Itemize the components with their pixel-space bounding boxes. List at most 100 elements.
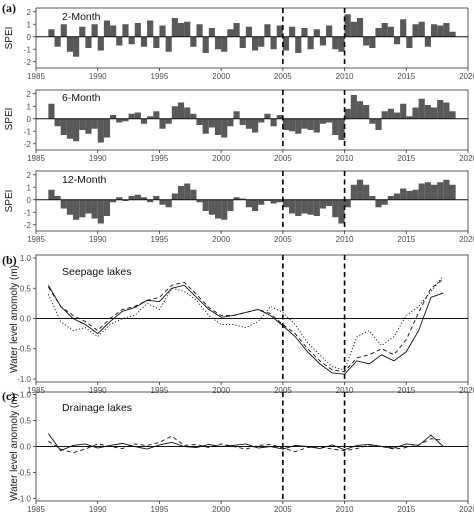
spei-bar [443, 102, 450, 119]
x-tick-label: 1985 [27, 72, 45, 81]
x-tick-label: 2010 [336, 72, 354, 81]
spei-bar [116, 118, 123, 123]
spei-bar [412, 107, 419, 119]
spei-bar [313, 199, 320, 216]
spei-bar [332, 36, 339, 50]
spei-bar [227, 199, 234, 211]
spei-bar [301, 199, 308, 214]
spei-bar [196, 199, 203, 203]
spei-bar [171, 193, 178, 200]
x-tick-label: 1985 [27, 235, 45, 244]
spei-bar [449, 184, 456, 200]
plot-frame [35, 170, 469, 232]
spei-bar [184, 107, 191, 119]
y-tick-label: 0.0 [20, 315, 32, 324]
spei-bar [344, 14, 351, 37]
spei-bar [140, 197, 148, 200]
spei-bar [264, 113, 271, 119]
spei-bar [159, 118, 166, 129]
y-tick-label: 2 [27, 171, 32, 180]
spei-bar [97, 36, 104, 51]
spei-bar [289, 118, 296, 132]
spei-bar [196, 118, 203, 125]
x-tick-label: 2015 [397, 235, 415, 244]
spei-bar [91, 24, 98, 37]
y-axis-label: Water level anomoly (m) [9, 265, 20, 373]
spei-bar [202, 118, 209, 134]
spei-bar [252, 199, 259, 211]
spei-bar [375, 118, 382, 130]
spei-bar [97, 118, 104, 143]
spei-bar [252, 118, 259, 133]
y-tick-label: 1 [27, 102, 32, 111]
spei-bar [437, 25, 444, 37]
y-tick-label: -1 [24, 127, 32, 136]
x-tick-label: 2010 [336, 235, 354, 244]
spei-bar [406, 36, 413, 48]
y-tick-label: 0 [27, 33, 32, 42]
spei-bar [437, 100, 444, 119]
spei-bar [159, 199, 166, 205]
panel-title: 6-Month [62, 92, 101, 104]
spei-bar [177, 186, 185, 200]
spei-bar [319, 199, 327, 209]
spei-bar [233, 111, 240, 119]
x-tick-label: 1985 [27, 386, 45, 395]
y-axis-label: SPEI [4, 190, 15, 213]
y-tick-label: 0 [27, 115, 32, 124]
spei-bar [295, 199, 302, 216]
spei-bar [239, 118, 246, 125]
y-axis-label: SPEI [4, 108, 15, 131]
spei-bar [110, 25, 117, 37]
x-tick-label: 2015 [397, 505, 415, 513]
x-tick-label: 2005 [274, 154, 292, 163]
y-tick-label: -1 [24, 45, 32, 54]
spei-bar [73, 199, 80, 220]
x-tick-label: 1990 [89, 386, 107, 395]
y-axis-label: Water level anomoly (m) [9, 393, 20, 501]
x-tick-label: 2000 [212, 72, 230, 81]
spei-bar [350, 21, 357, 37]
spei-bar [338, 118, 345, 140]
spei-bar [270, 118, 277, 127]
spei-bar [393, 36, 401, 45]
spei-bar [147, 20, 154, 37]
spei-bar [48, 103, 55, 119]
spei-bar [140, 36, 148, 47]
spei-bar [66, 199, 74, 215]
spei-bar [258, 199, 265, 205]
spei-bar [171, 106, 178, 119]
spei-bar [85, 199, 92, 214]
spei-bar [233, 23, 240, 37]
x-tick-label: 1995 [151, 386, 169, 395]
spei-bar [387, 196, 394, 200]
seepage-lakes-panel: Seepage lakes Water level anomoly (m) -1… [9, 254, 474, 395]
spei-bar [326, 118, 333, 123]
x-tick-label: 1985 [27, 505, 45, 513]
spei-bar [393, 193, 401, 200]
spei-bar [387, 26, 394, 37]
spei-bar [332, 118, 339, 135]
x-tick-label: 2010 [336, 505, 354, 513]
spei-bar [214, 36, 222, 50]
spei-bar [73, 36, 80, 57]
spei-bar [153, 111, 160, 119]
spei-bar [356, 179, 364, 200]
spei-bar [214, 118, 222, 135]
x-tick-label: 1990 [89, 154, 107, 163]
series-line-dashed [48, 435, 444, 454]
spei-bar [48, 29, 55, 37]
spei-bar [326, 199, 333, 206]
spei-bar [221, 118, 228, 138]
spei-bar [159, 25, 166, 37]
spei-bar [184, 183, 191, 200]
spei-bar [165, 36, 172, 52]
spei-bar [313, 29, 320, 37]
spei-bar [313, 118, 320, 133]
spei-bar [295, 118, 302, 134]
y-tick-label: 1 [27, 20, 32, 29]
spei-bar [356, 101, 364, 119]
spei-bar [97, 199, 104, 224]
spei-bar [449, 31, 456, 37]
x-tick-label: 2020 [459, 154, 474, 163]
